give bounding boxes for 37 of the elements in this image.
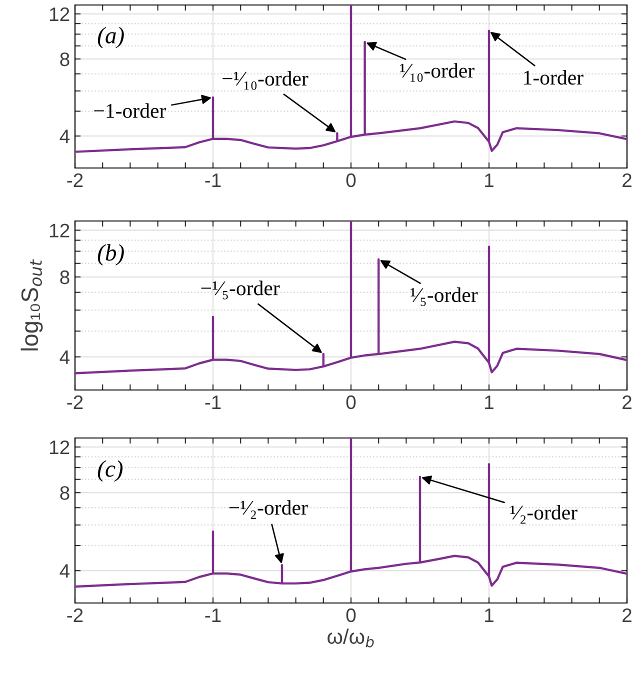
x-tick-label: 1: [485, 608, 494, 622]
annotation: ¹⁄₂-order: [510, 504, 578, 524]
annotation: ¹⁄₁₀-order: [400, 63, 474, 82]
annotation: −¹⁄₂-order: [229, 500, 308, 519]
x-tick-label: -1: [205, 174, 221, 187]
annotation: −1-order: [94, 103, 166, 118]
y-tick-label: 8: [60, 52, 70, 66]
x-tick-label: 1: [485, 396, 494, 409]
y-tick-label: 4: [60, 350, 70, 364]
y-tick-label: 4: [60, 130, 70, 144]
annotation: −¹⁄₁₀-order: [222, 71, 308, 90]
y-tick-label: 4: [60, 564, 70, 578]
annotation: 1-order: [524, 70, 584, 85]
x-tick-label: -1: [205, 608, 221, 622]
y-tick-label: 12: [50, 440, 70, 454]
y-tick-label: 12: [50, 7, 70, 21]
x-tick-label: 1: [485, 174, 494, 187]
x-tick-label: -2: [67, 395, 83, 409]
x-tick-label: 2: [622, 173, 632, 187]
x-tick-label: 0: [346, 395, 356, 410]
y-tick-label: 8: [60, 486, 70, 500]
annotation: (a): [98, 26, 124, 48]
x-tick-label: 2: [622, 395, 632, 409]
annotation: −¹⁄₅-order: [201, 280, 280, 300]
annotation: ¹⁄₅-order: [410, 287, 478, 306]
x-tick-label: 0: [346, 173, 356, 188]
x-tick-label: -2: [67, 608, 83, 622]
x-tick-label: 0: [346, 608, 356, 622]
y-axis-title: log₁₀S$_{out}$: [20, 259, 43, 350]
x-tick-label: 2: [622, 608, 632, 622]
x-tick-label: -2: [67, 173, 83, 187]
y-tick-label: 12: [50, 224, 70, 238]
y-tick-label: 8: [60, 270, 70, 284]
x-axis-title: ω/ω$_{b}$: [328, 628, 374, 648]
annotation: (c): [98, 460, 123, 482]
annotation: (b): [98, 244, 124, 266]
x-tick-label: -1: [205, 396, 221, 409]
